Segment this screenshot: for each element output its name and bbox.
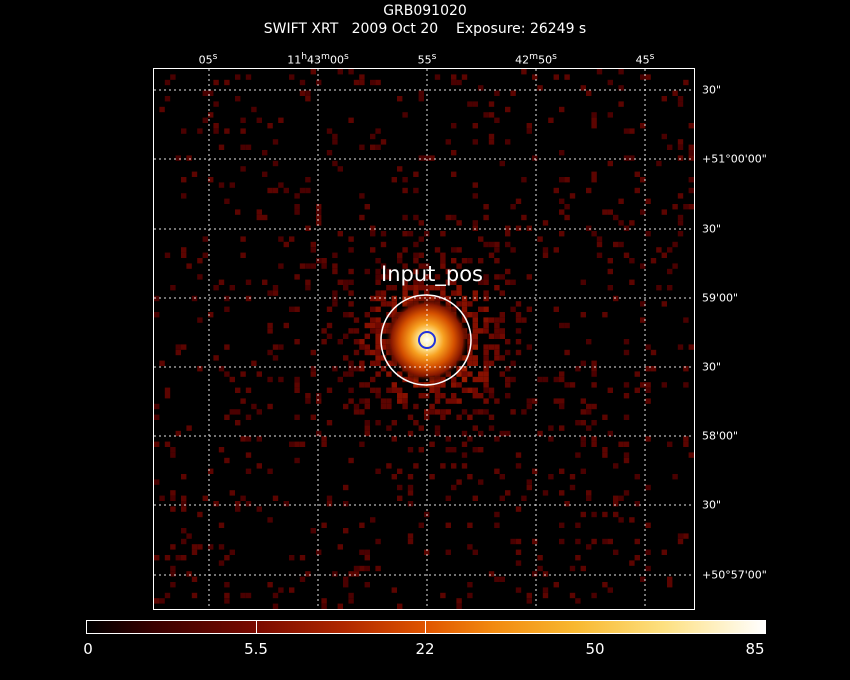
ra-tick-label: 55s [417, 51, 437, 67]
ra-tick-label: 45s [635, 51, 655, 67]
colorbar-tick [425, 621, 426, 633]
dec-tick-label: 30" [702, 83, 722, 97]
observation-info: SWIFT XRT 2009 Oct 20 Exposure: 26249 s [263, 21, 587, 37]
colorbar-label: 85 [745, 640, 765, 658]
colorbar-label: 0 [83, 640, 93, 658]
colorbar-label: 22 [415, 640, 435, 658]
xray-image-panel[interactable]: Input_pos [153, 68, 695, 610]
colorbar [86, 620, 766, 634]
ra-tick-label: 05s [198, 51, 218, 67]
dec-tick-label: 59'00" [702, 291, 739, 305]
ra-tick-label: 42m50s [515, 51, 557, 67]
source-region-circle[interactable] [380, 294, 472, 386]
image-title: GRB091020 [383, 3, 467, 19]
dec-tick-label: 30" [702, 222, 722, 236]
source-label: Input_pos [381, 262, 483, 287]
colorbar-tick [256, 621, 257, 633]
ra-tick-label: 11h43m00s [287, 51, 349, 67]
dec-tick-label: 30" [702, 498, 722, 512]
dec-tick-label: 58'00" [702, 429, 739, 443]
position-marker-circle[interactable] [418, 331, 436, 349]
dec-tick-label: 30" [702, 360, 722, 374]
colorbar-label: 5.5 [244, 640, 268, 658]
xray-counts-map: Input_pos [154, 69, 694, 609]
colorbar-label: 50 [585, 640, 605, 658]
dec-tick-label: +51°00'00" [702, 152, 767, 166]
dec-tick-label: +50°57'00" [702, 568, 767, 582]
